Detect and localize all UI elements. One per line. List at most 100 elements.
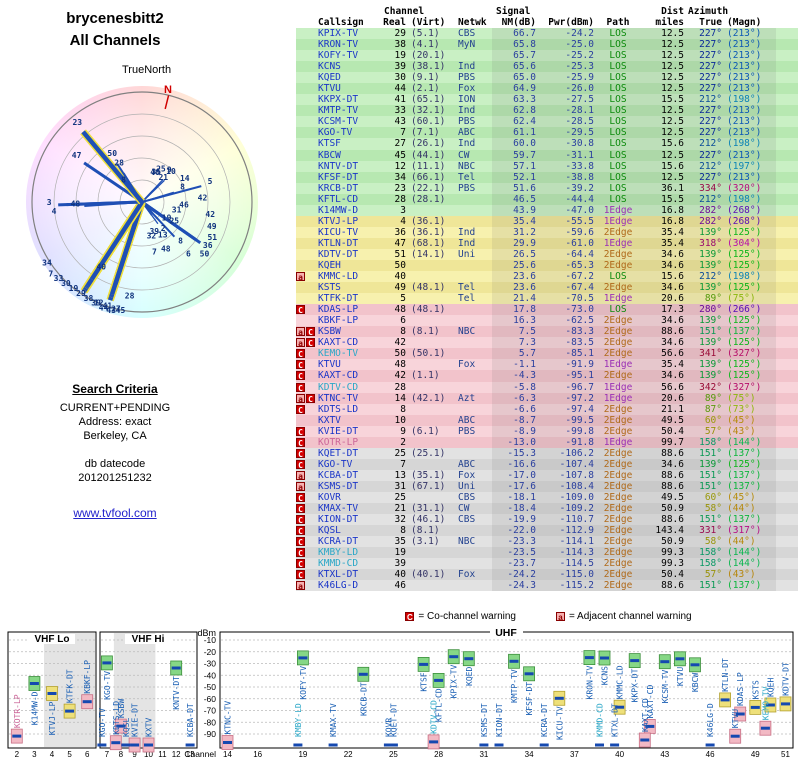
cell-path: 2Edge (594, 282, 642, 294)
cell-power: -24.2 (536, 28, 594, 40)
cell-real-channel: 40 (394, 271, 406, 283)
radar-channel-label: 12 (94, 299, 104, 308)
cell-azimuth-magnetic: (45°) (722, 491, 776, 504)
radar-spoke (89, 200, 144, 281)
cell-path: 2Edge (594, 503, 642, 515)
warning-badge-cell (296, 172, 318, 183)
cell-path: 2Edge (594, 491, 642, 504)
cell-miles: 12.5 (642, 127, 684, 139)
station-label: KSMS-DT (480, 703, 489, 737)
station-marker (185, 743, 195, 747)
cell-noise-margin: -8.7 (492, 414, 536, 426)
cell-path: LOS (594, 193, 642, 205)
cell-virtual-channel (406, 437, 454, 448)
cell-azimuth-magnetic: (125°) (722, 337, 776, 349)
radar-channel-label: 47 (72, 151, 82, 160)
station-marker (509, 659, 519, 663)
cell-azimuth-magnetic: (213°) (722, 72, 776, 84)
cell-network: CBS (458, 28, 476, 39)
cell-virtual-channel: (22.1) (411, 182, 446, 194)
channel-tick-label: 46 (706, 750, 715, 759)
cell-callsign: KKPX-DT (318, 94, 359, 106)
cell-noise-margin: 62.8 (492, 105, 536, 117)
cell-miles: 34.6 (642, 248, 684, 260)
cell-azimuth-magnetic: (213°) (722, 149, 776, 161)
cell-virtual-channel: (38.1) (411, 61, 446, 73)
channel-tick-label: 43 (660, 750, 669, 759)
radar-channel-label: 42 (205, 210, 215, 219)
channel-tick-label: 37 (570, 750, 579, 759)
cell-azimuth-true: 151° (684, 514, 722, 526)
cell-path: 2Edge (594, 469, 642, 481)
cell-real-channel: 36 (394, 226, 406, 238)
station-label: KRON-TV (585, 665, 594, 699)
station-label: KFSF-DT (525, 682, 534, 716)
datecode-label: db datecode (84, 458, 146, 470)
station-label: KQSL (122, 718, 131, 737)
warning-badge-cell (296, 315, 318, 326)
cell-real-channel: 8 (400, 326, 406, 338)
cell-virtual-channel: (66.1) (411, 171, 446, 183)
cell-azimuth-true: 227° (684, 50, 722, 62)
cell-miles: 56.6 (642, 348, 684, 360)
cell-callsign: KDTV-DT (318, 248, 359, 260)
cell-noise-margin: 60.0 (492, 138, 536, 150)
cell-callsign: KSBW (318, 326, 341, 338)
group-header-channel: Channel (384, 6, 425, 17)
cell-azimuth-magnetic: (198°) (722, 193, 776, 205)
cell-azimuth-true: 151° (684, 469, 722, 481)
cell-network (454, 404, 492, 415)
col-true: True (699, 17, 722, 28)
station-label: KOFY-TV (299, 666, 308, 700)
cell-noise-margin: 61.1 (492, 127, 536, 139)
cell-callsign: KQSL (318, 525, 341, 537)
warning-badge-cell: C (296, 525, 318, 536)
cell-azimuth-true: 227° (684, 116, 722, 128)
cell-noise-margin: 25.6 (492, 259, 536, 272)
cell-callsign: KMAX-TV (318, 503, 359, 515)
cell-miles: 15.6 (642, 271, 684, 283)
table-row: a C KTNC-TV 14 (42.1) Azt -6.3 -97.2 1Edge 20.6 89… (296, 392, 798, 404)
station-label: KVIE-DT (131, 703, 140, 737)
radar-channel-label: 7 (48, 269, 53, 278)
cell-power: -99.5 (536, 414, 594, 426)
cell-azimuth-magnetic: (197°) (722, 160, 776, 172)
cell-real-channel: 21 (394, 503, 406, 515)
cell-callsign: KGO-TV (318, 458, 353, 470)
cell-azimuth-magnetic: (213°) (722, 39, 776, 51)
cell-azimuth-true: 227° (684, 83, 722, 95)
cell-azimuth-true: 89° (684, 293, 722, 305)
co-channel-badge: C (296, 437, 305, 448)
station-label: KDTV-CD (430, 700, 439, 734)
cell-real-channel: 49 (394, 282, 406, 294)
warning-badge-cell: C (296, 382, 318, 393)
cell-path: LOS (594, 304, 642, 316)
cell-real-channel: 30 (394, 72, 406, 84)
cell-azimuth-true: 58° (684, 536, 722, 548)
cell-noise-margin: 23.6 (492, 282, 536, 294)
cell-real-channel: 47 (394, 237, 406, 249)
cell-virtual-channel: (36.1) (411, 215, 446, 227)
cell-network: ABC (458, 127, 476, 139)
cell-network: NBC (458, 160, 476, 172)
cell-power: -114.3 (536, 547, 594, 559)
cell-callsign: KQED (318, 72, 341, 84)
cell-azimuth-true: 139° (684, 226, 722, 238)
adjacent-channel-badge: a (296, 327, 305, 337)
tvfool-link[interactable]: www.tvfool.com (73, 506, 157, 520)
radar-channel-label: 29 (76, 289, 86, 298)
cell-path: 2Edge (594, 547, 642, 559)
cell-miles: 20.6 (642, 392, 684, 404)
cell-callsign: KMMD-CD (318, 558, 359, 570)
table-row: C KVIE-DT 9 (6.1) PBS -8.9 -99.8 2Edge 50.4 57° (4… (296, 425, 798, 437)
cell-azimuth-magnetic: (327°) (722, 381, 776, 393)
cell-virtual-channel: (68.1) (411, 237, 446, 249)
cell-path: 2Edge (594, 370, 642, 382)
station-marker (144, 743, 153, 747)
warning-badge-cell (296, 127, 318, 138)
cell-noise-margin: 52.1 (492, 171, 536, 183)
cell-real-channel: 42 (394, 337, 406, 349)
cell-path: 2Edge (594, 447, 642, 459)
warning-badge-cell (296, 39, 318, 50)
cell-callsign: KSMS-DT (318, 480, 359, 492)
